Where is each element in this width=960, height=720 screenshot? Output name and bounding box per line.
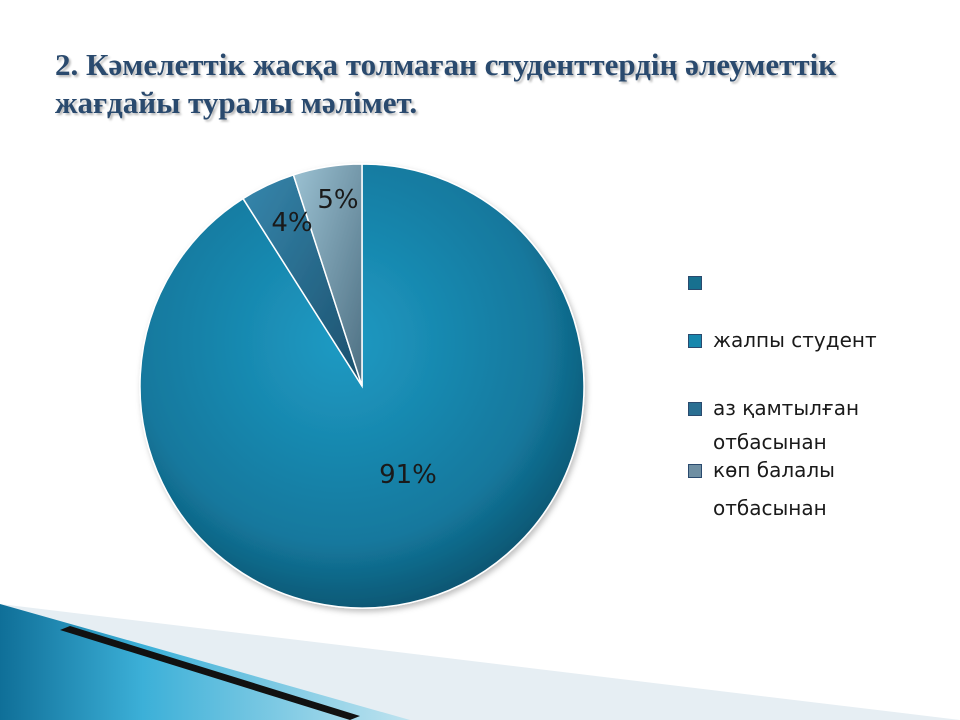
- pie-label-low-income: 4%: [271, 208, 312, 238]
- pie-slice-general: [139, 163, 585, 609]
- legend-label-large-family-1: көп балалы: [713, 458, 835, 482]
- pie-data-labels: 91% 4%5%: [271, 185, 437, 490]
- slide-title: 2. Кәмелеттік жасқа толмаған студенттерд…: [55, 46, 915, 122]
- pie-label-large-family: 5%: [317, 185, 358, 215]
- legend-label-large-family-2: отбасынан: [713, 496, 827, 520]
- legend-swatch-general: [688, 334, 702, 348]
- deco-black-stripe: [60, 626, 360, 720]
- title-line-2: жағдайы туралы мәлімет.: [55, 85, 418, 120]
- pie-label-general: 91%: [379, 460, 437, 490]
- legend-swatch-low-income: [688, 402, 702, 416]
- deco-blue-band: [0, 604, 410, 720]
- pie-slices: [139, 163, 585, 609]
- pie-slice-large-family: [292, 163, 363, 387]
- legend-label-general: жалпы студент: [713, 328, 877, 352]
- title-line-1: 2. Кәмелеттік жасқа толмаған студенттерд…: [55, 47, 837, 82]
- legend-label-low-income-2: отбасынан: [713, 430, 827, 454]
- legend-swatch-empty: [688, 276, 702, 290]
- legend-swatch-large-family: [688, 464, 702, 478]
- legend-label-low-income-1: аз қамтылған: [713, 396, 860, 420]
